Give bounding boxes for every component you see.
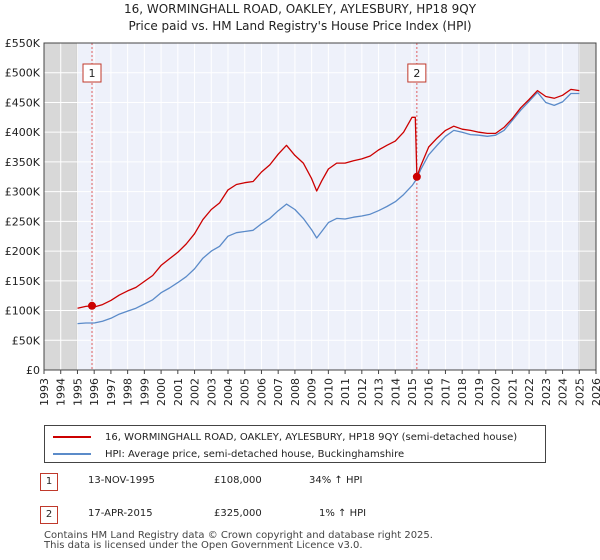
chart-subtitle: Price paid vs. HM Land Registry's House … [128,19,471,33]
legend-label-hpi: HPI: Average price, semi-detached house,… [105,448,405,460]
sale-label-box [407,63,427,83]
x-tick-label: 1998 [122,378,135,406]
x-tick-label: 1994 [55,378,68,406]
legend-swatch-blue [53,453,91,455]
x-tick-label: 2025 [573,378,586,406]
y-tick-label: £300K [5,186,41,199]
y-tick-label: £0 [26,364,40,377]
sale-hpi-change: 1% ↑ HPI [319,508,367,519]
price-chart: 16, WORMINGHALL ROAD, OAKLEY, AYLESBURY,… [5,2,600,406]
plot-area [44,43,596,370]
x-tick-label: 2006 [255,378,268,406]
sale-date: 13-NOV-1995 [88,475,155,486]
x-tick-label: 1999 [138,378,151,406]
sale-date: 17-APR-2015 [88,508,153,519]
y-tick-label: £50K [12,334,41,347]
x-tick-label: 2000 [155,378,168,406]
x-tick-label: 2007 [272,378,285,406]
x-tick-label: 2014 [389,378,402,406]
x-tick-label: 2021 [506,378,519,406]
x-tick-label: 2013 [373,378,386,406]
x-tick-label: 1996 [88,378,101,406]
chart-title: 16, WORMINGHALL ROAD, OAKLEY, AYLESBURY,… [124,2,477,16]
series-line [77,88,580,309]
shade-post-data [579,43,596,370]
x-tick-label: 2022 [523,378,536,406]
x-tick-label: 2008 [289,378,302,406]
sale-point [412,172,421,181]
sale-price: £325,000 [214,508,262,519]
x-tick-label: 2004 [222,378,235,406]
y-tick-label: £200K [5,245,41,258]
y-tick-label: £250K [5,215,41,228]
sale-row: 2 17-APR-2015 £325,000 1% ↑ HPI [40,505,560,525]
x-tick-label: 2012 [356,378,369,406]
sale-label-text: 2 [413,67,420,80]
x-tick-label: 2002 [189,378,202,406]
attribution-line-2: This data is licensed under the Open Gov… [44,540,363,551]
x-tick-label: 2003 [205,378,218,406]
x-tick-label: 2017 [439,378,452,406]
x-tick-label: 2001 [172,378,185,406]
x-tick-label: 2023 [540,378,553,406]
y-tick-label: £500K [5,67,41,80]
attribution: Contains HM Land Registry data © Crown c… [44,531,564,551]
sale-hpi-change: 34% ↑ HPI [309,475,363,486]
x-tick-label: 2018 [456,378,469,406]
y-tick-label: £550K [5,37,41,50]
legend-item-hpi: HPI: Average price, semi-detached house,… [53,446,404,462]
y-tick-label: £450K [5,96,41,109]
plot-border [43,42,597,371]
sale-label-box [82,63,102,83]
legend-item-price-paid: 16, WORMINGHALL ROAD, OAKLEY, AYLESBURY,… [53,429,517,445]
x-tick-label: 2015 [406,378,419,406]
sale-row: 1 13-NOV-1995 £108,000 34% ↑ HPI [40,472,560,492]
legend-label-price-paid: 16, WORMINGHALL ROAD, OAKLEY, AYLESBURY,… [105,431,518,443]
x-tick-label: 1995 [71,378,84,406]
legend: 16, WORMINGHALL ROAD, OAKLEY, AYLESBURY,… [44,425,546,463]
series-line [77,91,580,325]
y-tick-label: £150K [5,275,41,288]
x-tick-label: 2011 [339,378,352,406]
x-tick-label: 2010 [322,378,335,406]
sale-number-badge: 2 [40,506,58,524]
sale-number-badge: 1 [40,473,58,491]
sale-point [88,301,97,310]
attribution-line-1: Contains HM Land Registry data © Crown c… [44,530,433,541]
x-tick-label: 1993 [38,378,51,406]
y-tick-label: £400K [5,126,41,139]
x-tick-label: 1997 [105,378,118,406]
x-tick-label: 2026 [590,378,600,406]
x-tick-label: 2020 [490,378,503,406]
x-tick-label: 2016 [423,378,436,406]
x-tick-label: 2024 [557,378,570,406]
x-tick-label: 2009 [306,378,319,406]
x-tick-label: 2019 [473,378,486,406]
y-tick-label: £100K [5,305,41,318]
legend-swatch-red [53,436,91,438]
sale-label-text: 1 [89,67,96,80]
y-tick-label: £350K [5,156,41,169]
sale-price: £108,000 [214,475,262,486]
x-tick-label: 2005 [239,378,252,406]
